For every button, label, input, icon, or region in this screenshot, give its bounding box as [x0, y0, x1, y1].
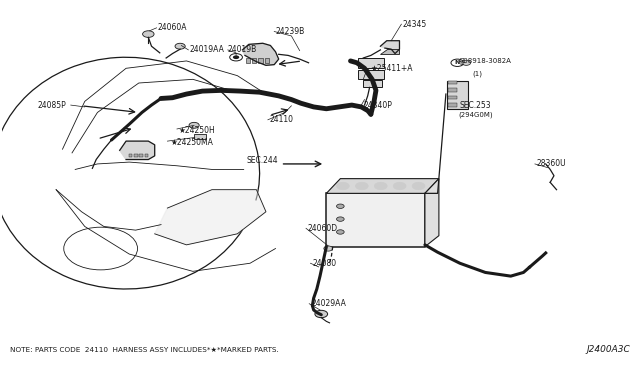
Text: 24080: 24080 — [312, 259, 337, 268]
FancyBboxPatch shape — [447, 81, 467, 109]
Bar — [449, 81, 458, 84]
Circle shape — [337, 230, 344, 234]
Text: (294G0M): (294G0M) — [459, 111, 493, 118]
Bar — [129, 154, 132, 157]
Circle shape — [355, 182, 368, 190]
Circle shape — [374, 182, 387, 190]
Text: 24340P: 24340P — [364, 100, 392, 110]
Text: 24060A: 24060A — [158, 23, 188, 32]
FancyBboxPatch shape — [358, 70, 383, 78]
Circle shape — [451, 59, 464, 67]
Text: 24345: 24345 — [403, 20, 427, 29]
Text: ⓝ08918-3082A: ⓝ08918-3082A — [460, 58, 512, 64]
FancyBboxPatch shape — [358, 58, 383, 68]
Circle shape — [337, 182, 349, 190]
Text: SEC.244: SEC.244 — [247, 156, 278, 165]
Text: 24239B: 24239B — [275, 27, 305, 36]
Circle shape — [462, 60, 470, 65]
Bar — [140, 154, 143, 157]
Circle shape — [175, 43, 185, 49]
Circle shape — [324, 246, 333, 251]
Text: J2400A3C: J2400A3C — [586, 345, 630, 354]
Circle shape — [393, 182, 406, 190]
Circle shape — [337, 204, 344, 208]
Circle shape — [337, 217, 344, 221]
Polygon shape — [155, 190, 266, 245]
Text: 24029AA: 24029AA — [311, 299, 346, 308]
Text: ★24250MA: ★24250MA — [171, 138, 214, 147]
FancyBboxPatch shape — [194, 134, 205, 139]
Text: 24110: 24110 — [269, 115, 293, 124]
Text: NOTE: PARTS CODE  24110  HARNESS ASSY INCLUDES*★*MARKED PARTS.: NOTE: PARTS CODE 24110 HARNESS ASSY INCL… — [10, 347, 278, 353]
Text: 24060D: 24060D — [307, 224, 337, 233]
Text: 24019AA: 24019AA — [189, 45, 225, 54]
Polygon shape — [120, 141, 155, 160]
Bar — [449, 96, 458, 99]
FancyBboxPatch shape — [246, 58, 250, 63]
Circle shape — [143, 31, 154, 38]
FancyBboxPatch shape — [326, 193, 425, 247]
Text: N: N — [454, 60, 460, 65]
Text: 24019B: 24019B — [228, 45, 257, 54]
FancyBboxPatch shape — [364, 80, 382, 87]
Circle shape — [412, 182, 425, 190]
Bar — [145, 154, 148, 157]
FancyBboxPatch shape — [259, 58, 263, 63]
Bar — [449, 88, 458, 92]
Polygon shape — [380, 41, 399, 54]
Text: 24085P: 24085P — [37, 100, 66, 110]
Text: SEC.253: SEC.253 — [460, 100, 492, 110]
Polygon shape — [243, 43, 278, 65]
Polygon shape — [380, 49, 399, 54]
FancyBboxPatch shape — [265, 58, 269, 63]
Bar — [134, 154, 138, 157]
Circle shape — [233, 55, 239, 59]
Text: ★24250H: ★24250H — [179, 126, 216, 135]
Circle shape — [315, 310, 328, 318]
Polygon shape — [326, 179, 439, 193]
FancyBboxPatch shape — [252, 58, 257, 63]
Circle shape — [189, 122, 199, 128]
Text: ★25411+A: ★25411+A — [371, 64, 413, 73]
Text: (1): (1) — [472, 71, 483, 77]
Bar — [449, 103, 458, 106]
Polygon shape — [425, 179, 439, 247]
Text: 28360U: 28360U — [536, 160, 566, 169]
